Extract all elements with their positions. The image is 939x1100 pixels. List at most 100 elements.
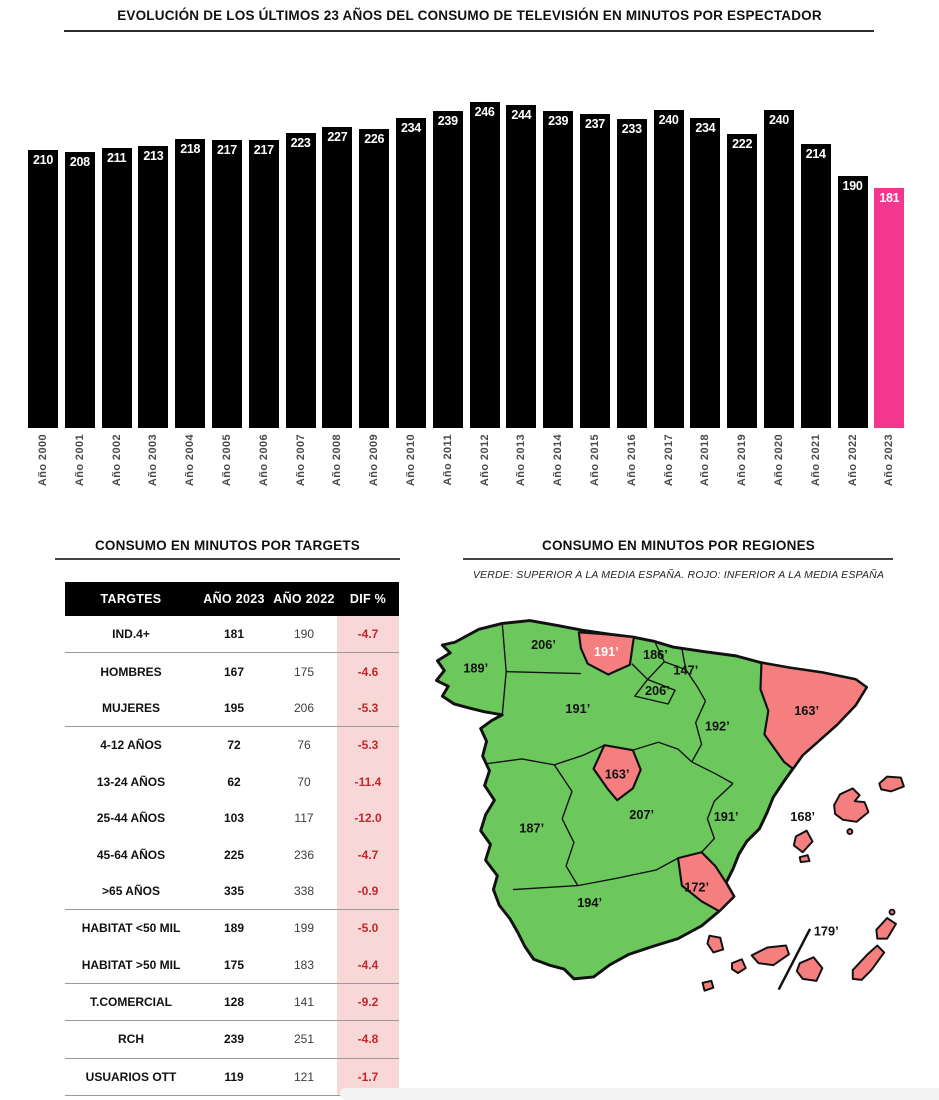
bar-año-2004: 218 [175,139,206,428]
bar-año-2017: 240 [653,110,684,428]
bar-value-label: 181 [879,191,900,206]
bar-año-2007: 223 [285,132,316,428]
cell-y2023: 175 [197,946,271,984]
cell-y2022: 183 [271,946,337,984]
bar-value-label: 237 [584,116,605,131]
bar-value-label: 190 [842,179,863,194]
bar-año-2014: 239 [543,111,574,428]
title-underline [64,30,874,32]
region-cataluna [759,661,868,770]
bar-column: 214 Año 2021 [800,98,831,498]
cell-y2023: 181 [197,616,271,654]
cell-label: IND.4+ [65,616,197,654]
x-axis-year-label: Año 2012 [478,434,491,487]
cell-y2023: 128 [197,983,271,1022]
cell-dif: -0.9 [337,872,399,911]
bar-column: 240 Año 2020 [763,98,794,498]
cell-y2022: 70 [297,774,311,789]
cell-dif: -11.4 [337,763,399,800]
bar-column: 213 Año 2003 [138,98,169,498]
bar-año-2023: 181 [874,188,905,428]
region-murcia [676,851,736,913]
region-value-label-baleares: 168’ [790,809,815,824]
region-cantabria [577,631,635,676]
bar-año-2002: 211 [101,148,132,428]
cell-y2023: 72 [227,738,241,753]
bar-value-label: 211 [106,151,127,166]
regions-section: CONSUMO EN MINUTOS POR REGIONES VERDE: S… [422,538,935,1032]
bar-value-label: 217 [253,143,274,158]
bar-año-2001: 208 [64,152,95,428]
bar-value-label: 240 [768,113,789,127]
region-peninsula-base [435,619,868,981]
x-axis-year-label: Año 2015 [588,434,601,487]
x-axis-year-label: Año 2011 [441,434,454,486]
bar-value-label: 218 [180,142,201,157]
region-value-label-la-rioja: 206’ [645,683,670,698]
targets-title-underline [55,558,400,560]
bar-value-label: 233 [621,122,642,137]
cell-dif: -4.8 [337,1020,399,1059]
region-value-label-castilla-y-leon: 191’ [565,701,590,716]
x-axis-year-label: Año 2008 [331,434,344,487]
bar-año-2016: 233 [616,119,647,428]
bar-column: 244 Año 2013 [506,98,537,498]
cell-label: 4-12 AÑOS [100,738,162,753]
x-axis-year-label: Año 2023 [883,434,896,487]
x-axis-year-label: Año 2005 [220,434,233,487]
cell-y2023: 62 [227,774,241,789]
cell-dif: -12.0 [337,799,399,837]
bar-año-2020: 240 [763,110,794,428]
region-value-label-navarra: 147’ [673,663,698,678]
regions-section-title: CONSUMO EN MINUTOS POR REGIONES [542,538,815,553]
bar-column: 234 Año 2018 [690,98,721,498]
bar-column: 227 Año 2008 [322,98,353,498]
table-row: HABITAT <50 MIL 189 199 -5.0 [65,909,399,947]
cell-y2022: 206 [271,689,337,728]
cell-y2022: 338 [271,872,337,911]
bar-año-2009: 226 [359,128,390,428]
cell-y2022: 175 [293,664,315,679]
bar-value-label: 217 [217,143,237,158]
bar-año-2011: 239 [432,111,463,428]
region-value-label-aragon: 192’ [705,718,730,733]
region-madrid [592,744,642,802]
table-row: 45-64 AÑOS 225 236 -4.7 [65,836,399,873]
cell-y2022: 76 [297,738,311,753]
cell-label: 25-44 AÑOS [96,811,166,826]
bar-column: 218 Año 2004 [175,98,206,498]
bar-value-label: 226 [364,131,385,146]
bar-value-label: 240 [658,113,679,127]
region-value-label-canarias: 179’ [814,924,839,939]
x-axis-year-label: Año 2007 [294,434,307,487]
targets-table: TARGTES AÑO 2023 AÑO 2022 DIF % IND.4+ 18… [65,582,399,1097]
x-axis-year-label: Año 2010 [404,434,417,487]
bar-año-2021: 214 [800,144,831,428]
bar-column: 237 Año 2015 [579,98,610,498]
targets-section-title: CONSUMO EN MINUTOS POR TARGETS [94,538,360,553]
x-axis-year-label: Año 2003 [147,434,160,487]
bar-value-label: 210 [33,152,53,167]
cell-dif: -9.2 [337,983,399,1022]
bar-value-label: 223 [290,135,311,150]
x-axis-year-label: Año 2018 [699,434,712,487]
region-value-label-comunidad-valenciana: 191’ [714,809,739,824]
cell-label: MUJERES [65,689,197,728]
table-row: 25-44 AÑOS 103 117 -12.0 [65,799,399,837]
cell-dif: -5.3 [337,689,399,728]
table-row: 13-24 AÑOS 62 70 -11.4 [65,763,399,800]
table-row: HABITAT >50 MIL 175 183 -4.4 [65,946,399,984]
bar-column: 181 Año 2023 [874,98,905,498]
bar-value-label: 208 [69,155,90,170]
cell-y2023: 225 [223,847,245,862]
bar-value-label: 234 [695,120,716,135]
bar-column: 223 Año 2007 [285,98,316,498]
bar-año-2013: 244 [506,104,537,428]
bar-año-2003: 213 [138,145,169,428]
region-boundaries [485,623,734,891]
cell-y2022: 190 [271,616,337,654]
bar-column: 190 Año 2022 [837,98,868,498]
cell-y2022: 141 [271,983,337,1022]
region-value-label-murcia: 172’ [684,880,709,895]
table-row: 4-12 AÑOS 72 76 -5.3 [65,726,399,764]
